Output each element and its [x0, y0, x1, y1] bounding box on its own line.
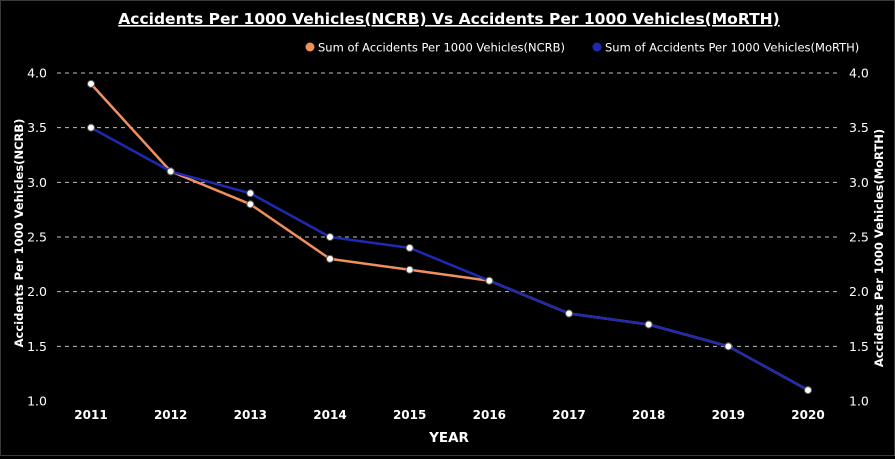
y-tick-label-right: 1.5 [849, 339, 869, 354]
x-axis-title: YEAR [428, 430, 469, 446]
gridlines [57, 72, 841, 347]
y-axis-left-ticks: 1.0 1.5 2.0 2.5 3.0 3.5 4.0 [27, 66, 47, 409]
data-point-morth[interactable] [485, 276, 494, 285]
legend-label-ncrb: Sum of Accidents Per 1000 Vehicles(NCRB) [318, 41, 565, 55]
legend-label-morth: Sum of Accidents Per 1000 Vehicles(MoRTH… [605, 41, 859, 55]
y-tick-label-left: 2.5 [27, 230, 47, 245]
y-tick-label-right: 2.5 [849, 230, 869, 245]
y-axis-title-left: Accidents Per 1000 Vehicles(NCRB) [12, 119, 26, 348]
data-point-morth[interactable] [246, 189, 255, 198]
data-point-morth[interactable] [166, 167, 175, 176]
legend-marker-morth [592, 42, 602, 52]
y-tick-label-left: 4.0 [27, 66, 47, 81]
y-axis-right-ticks: 1.0 1.5 2.0 2.5 3.0 3.5 4.0 [849, 66, 869, 409]
y-tick-label-left: 2.0 [27, 284, 47, 299]
series-line-morth [89, 126, 810, 392]
x-tick-label: 2018 [632, 408, 665, 422]
x-tick-label: 2015 [393, 408, 426, 422]
y-tick-label-right: 3.5 [849, 120, 869, 135]
legend-item-ncrb[interactable]: Sum of Accidents Per 1000 Vehicles(NCRB) [305, 41, 566, 55]
y-tick-label-left: 1.5 [27, 339, 47, 354]
y-tick-label-right: 1.0 [849, 394, 869, 409]
x-tick-label: 2011 [74, 408, 107, 422]
y-tick-label-left: 3.5 [27, 120, 47, 135]
data-point-ncrb[interactable] [87, 79, 95, 88]
chart-title: Accidents Per 1000 Vehicles(NCRB) Vs Acc… [118, 10, 779, 28]
y-tick-label-left: 3.0 [27, 175, 47, 190]
data-point-morth[interactable] [644, 320, 653, 329]
data-point-morth[interactable] [565, 309, 573, 318]
data-point-morth[interactable] [87, 123, 95, 132]
series-markers [87, 79, 812, 395]
data-point-morth[interactable] [804, 386, 812, 395]
data-point-morth[interactable] [405, 243, 414, 252]
data-point-morth[interactable] [326, 233, 334, 241]
y-tick-label-right: 4.0 [849, 66, 869, 81]
data-point-ncrb[interactable] [246, 200, 255, 209]
x-tick-label: 2016 [473, 408, 506, 422]
x-axis-ticks: 2011 2012 2013 2014 2015 2016 2017 2018 2019 2020 [74, 408, 824, 422]
data-point-morth[interactable] [724, 342, 733, 351]
y-tick-label-right: 3.0 [849, 175, 869, 190]
legend-marker-ncrb [305, 42, 315, 52]
legend-item-morth[interactable]: Sum of Accidents Per 1000 Vehicles(MoRTH… [592, 41, 860, 55]
y-axis-title-right: Accidents Per 1000 Vehicles(MoRTH) [872, 129, 886, 367]
x-tick-label: 2012 [154, 408, 187, 422]
x-tick-label: 2013 [234, 408, 267, 422]
x-tick-label: 2014 [313, 408, 346, 422]
x-tick-label: 2017 [552, 408, 585, 422]
y-tick-label-right: 2.0 [849, 284, 869, 299]
y-tick-label-left: 1.0 [27, 394, 47, 409]
x-tick-label: 2020 [791, 408, 824, 422]
data-point-ncrb[interactable] [326, 254, 334, 263]
series-lines [89, 82, 810, 392]
data-point-ncrb[interactable] [405, 265, 414, 274]
legend: Sum of Accidents Per 1000 Vehicles(NCRB)… [305, 41, 860, 55]
x-tick-label: 2019 [712, 408, 745, 422]
